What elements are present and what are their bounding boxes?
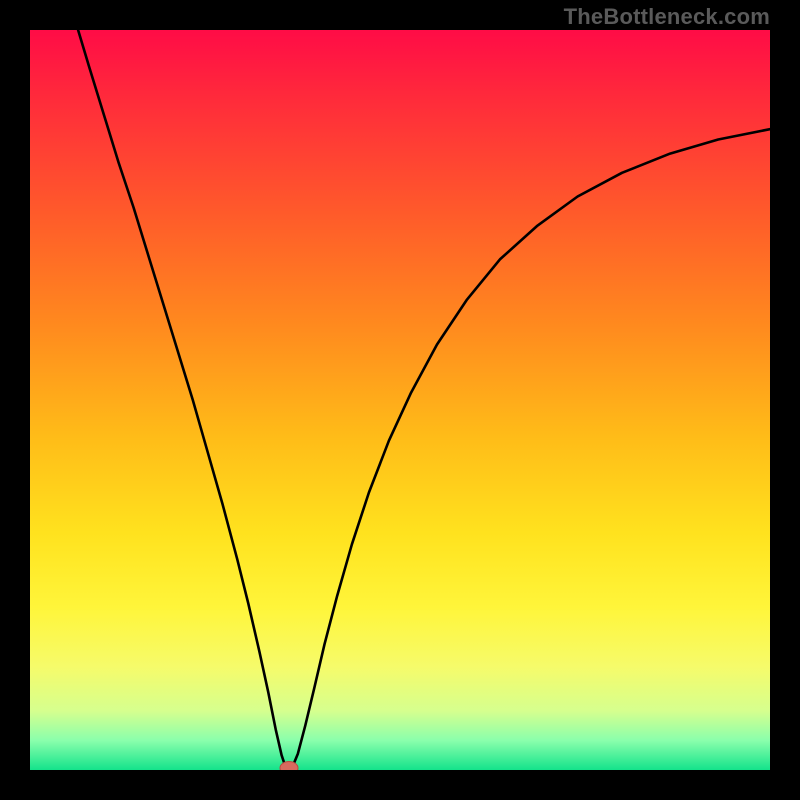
watermark-text: TheBottleneck.com — [564, 4, 770, 30]
chart-background — [30, 30, 770, 770]
minimum-marker — [280, 762, 298, 771]
chart-frame: TheBottleneck.com — [0, 0, 800, 800]
chart-svg — [30, 30, 770, 770]
plot-area — [30, 30, 770, 770]
